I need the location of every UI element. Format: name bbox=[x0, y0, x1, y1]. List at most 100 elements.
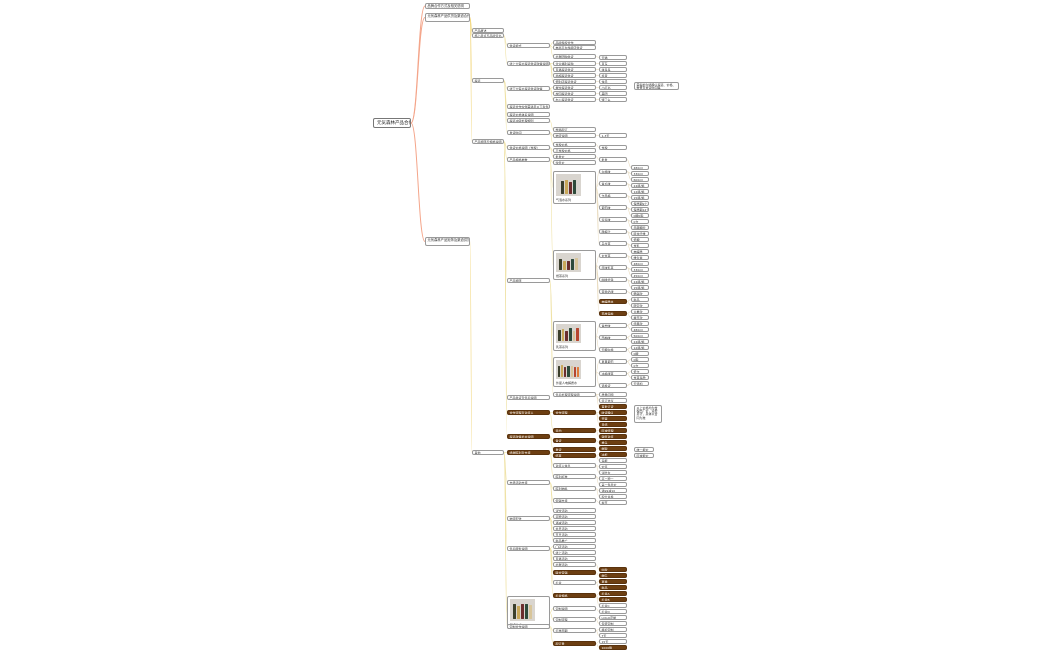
level6-node[interactable]: 膳食纤维 bbox=[631, 231, 649, 236]
level4-node[interactable]: 零售价 bbox=[553, 160, 596, 165]
level6-node[interactable]: 季节款 bbox=[631, 315, 649, 320]
level6-node[interactable]: 含茶多酚 bbox=[631, 375, 649, 380]
level5-node[interactable]: 春节 bbox=[599, 500, 627, 505]
level5-node[interactable]: 青瓜味 bbox=[599, 181, 627, 186]
level6-node[interactable]: 480ml bbox=[631, 261, 649, 266]
level4-node[interactable]: 买赠活动 bbox=[553, 514, 596, 519]
level4-node[interactable]: 整箱起订 bbox=[553, 127, 596, 132]
level4-node[interactable]: 促销支持 bbox=[553, 498, 596, 503]
level2-node[interactable]: 其他 bbox=[472, 450, 504, 455]
level3-node[interactable]: 终端陈列及支持 bbox=[507, 450, 550, 455]
level5-node[interactable]: LOGO定制 bbox=[599, 615, 627, 620]
level4-node[interactable]: 试饮活动 bbox=[553, 508, 596, 513]
level5-node[interactable]: 电解质水 bbox=[599, 299, 627, 304]
level5-node[interactable]: 包装定制 bbox=[599, 621, 627, 626]
level6-node[interactable]: 维生素 bbox=[631, 255, 649, 260]
level3-node[interactable]: 渠道合作伙伴需满足以下条件 bbox=[507, 104, 550, 109]
level5-node[interactable]: 抖音 bbox=[599, 73, 627, 78]
level3-node[interactable]: 市场活动支持 bbox=[507, 480, 550, 485]
level5-node[interactable]: 夏季 bbox=[599, 579, 627, 584]
level3-node[interactable]: 线下大客户渠道供货政策 bbox=[507, 86, 550, 91]
level3-node[interactable]: 产品矩阵 bbox=[507, 278, 550, 283]
level5-node[interactable]: 冰橘绿茶 bbox=[599, 371, 627, 376]
level5-node[interactable]: 荔枝海盐 bbox=[599, 311, 627, 316]
level6-node[interactable]: 330ml bbox=[631, 171, 649, 176]
level6-node[interactable]: 0脂 bbox=[631, 357, 649, 362]
level5-node[interactable]: 7天 bbox=[599, 633, 627, 638]
level5-node[interactable]: 销售对接 bbox=[599, 434, 627, 439]
level5-node[interactable]: 签订协议 bbox=[599, 398, 627, 403]
level6-node[interactable]: 0糖0脂 bbox=[631, 213, 649, 218]
level4-node[interactable]: 定制说明 bbox=[553, 606, 596, 611]
level4-node[interactable]: 电商平台旗舰店供货 bbox=[553, 45, 596, 50]
level4-node[interactable]: 打样周期 bbox=[553, 628, 596, 633]
level5-node[interactable]: 买二赠一 bbox=[599, 476, 627, 481]
level3-node[interactable]: 供货模式 bbox=[507, 43, 550, 48]
level5-node[interactable]: 海报 bbox=[599, 458, 627, 463]
level6-node[interactable]: 0卡 bbox=[631, 219, 649, 224]
level4-node[interactable]: 起订量 bbox=[553, 641, 596, 646]
level6-node[interactable]: 24瓶/箱 bbox=[631, 279, 649, 284]
level4-node[interactable]: 外星人电解质水 bbox=[553, 357, 596, 387]
level5-node[interactable]: 质量问题 bbox=[599, 392, 627, 397]
level4-node[interactable]: 燃茶系列 bbox=[553, 250, 596, 280]
level6-node[interactable]: 480ml bbox=[631, 327, 649, 332]
level3-node[interactable]: 售后服务说明 bbox=[507, 546, 550, 551]
level5-node[interactable]: 端午 bbox=[599, 573, 627, 578]
level6-node[interactable]: 赤藓糖醇 bbox=[631, 225, 649, 230]
note-node[interactable]: 需提前沟通确认渠道、价格、数量及发货时间等 bbox=[634, 82, 679, 90]
level4-node[interactable]: 会员活动 bbox=[553, 526, 596, 531]
note-node[interactable]: 区域报价 bbox=[634, 453, 654, 458]
level6-node[interactable]: 15瓶/箱 bbox=[631, 195, 649, 200]
level6-node[interactable]: 500ml bbox=[631, 333, 649, 338]
level5-node[interactable]: 原味乳茶 bbox=[599, 265, 627, 270]
level5-node[interactable]: 中秋 bbox=[599, 567, 627, 572]
level5-node[interactable]: 礼盒C bbox=[599, 603, 627, 608]
level5-node[interactable]: 堆头 bbox=[599, 440, 627, 445]
level5-node[interactable]: 咖啡拿铁 bbox=[599, 277, 627, 282]
level4-node[interactable]: 校园渠道供货 bbox=[553, 91, 596, 96]
level6-node[interactable]: 24瓶/箱 bbox=[631, 339, 649, 344]
level4-node[interactable]: 对接人信息 bbox=[553, 463, 596, 468]
level4-node[interactable]: 商超渠道供货 bbox=[553, 73, 596, 78]
level5-node[interactable]: 满99减10 bbox=[599, 488, 627, 493]
level4-node[interactable]: 售后处理流程说明 bbox=[553, 392, 596, 397]
level4-node[interactable]: 礼盒规格 bbox=[553, 593, 596, 598]
level4-node[interactable]: 节日活动 bbox=[553, 532, 596, 537]
level5-node[interactable]: 酸梅汁 bbox=[599, 229, 627, 234]
level5-node[interactable]: 含税 bbox=[599, 145, 627, 150]
level3-node[interactable]: 合作流程及对接人 bbox=[507, 410, 550, 415]
level5-node[interactable]: 卡曼橘 bbox=[599, 193, 627, 198]
level4-node[interactable]: 餐饮渠道供货 bbox=[553, 85, 596, 90]
note-node[interactable]: 统一报价 bbox=[634, 447, 654, 452]
level4-node[interactable]: 合作流程 bbox=[553, 410, 596, 415]
level4-node[interactable]: 签约 bbox=[553, 428, 596, 433]
level6-node[interactable]: 12瓶/箱 bbox=[631, 189, 649, 194]
level5-node[interactable]: 首批订货 bbox=[599, 404, 627, 409]
level5-node[interactable]: 批发 bbox=[599, 157, 627, 162]
level5-node[interactable]: 新品 bbox=[599, 585, 627, 590]
level5-node[interactable]: 礼盒A bbox=[599, 591, 627, 596]
level4-node[interactable]: 门店活动 bbox=[553, 544, 596, 549]
level6-node[interactable]: 限定款 bbox=[631, 303, 649, 308]
level6-node[interactable]: 电解质 bbox=[631, 249, 649, 254]
level5-node[interactable]: 端架 bbox=[599, 446, 627, 451]
level6-node[interactable]: 0糖 bbox=[631, 351, 649, 356]
level5-node[interactable]: 月结 bbox=[599, 422, 627, 427]
note-node[interactable]: 以上价格均为含税出厂价，运费另计，具体以合同为准 bbox=[634, 405, 662, 423]
level3-node[interactable]: 产品供货及售后说明 bbox=[507, 395, 550, 400]
level4-node[interactable]: 物流说明 bbox=[553, 133, 596, 138]
root-node[interactable]: 元気森林产品合作 bbox=[373, 118, 411, 128]
level5-node[interactable]: 饿了么 bbox=[599, 97, 627, 102]
level5-node[interactable]: 冰柜 bbox=[599, 452, 627, 457]
level4-node[interactable]: 新品推广 bbox=[553, 538, 596, 543]
level4-node[interactable]: 乳茶系列 bbox=[553, 321, 596, 351]
level5-node[interactable]: 礼盒B bbox=[599, 597, 627, 602]
level6-node[interactable]: 低卡 bbox=[631, 369, 649, 374]
level4-node[interactable]: 满减活动 bbox=[553, 520, 596, 525]
level3-node[interactable]: 线上大客户渠道供货政策说明 bbox=[507, 61, 550, 66]
level5-node[interactable]: 积分兑换 bbox=[599, 494, 627, 499]
level4-node[interactable]: 便利店渠道供货 bbox=[553, 79, 596, 84]
level6-node[interactable]: 450ml bbox=[631, 273, 649, 278]
level5-node[interactable]: 美团 bbox=[599, 91, 627, 96]
